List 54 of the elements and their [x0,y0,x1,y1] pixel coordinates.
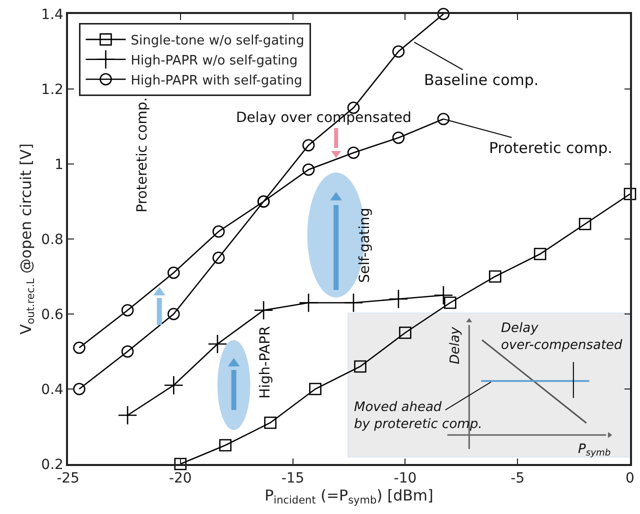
point [121,345,134,358]
point [624,188,636,200]
point [434,286,454,305]
y-tick-label: 0.2 [41,456,64,473]
point [219,439,232,452]
point [444,296,456,309]
legend-label: High-PAPR w/o self-gating [130,53,298,68]
y-tick-label: 1.2 [41,82,64,98]
annotation: Self-gating [356,208,373,283]
point [118,406,138,425]
x-tick-label: -15 [281,470,304,487]
annotation: Proteretic comp. [134,97,150,212]
x-tick-label: 0 [626,470,634,487]
x-tick-label: -5 [510,470,525,487]
point [264,416,276,429]
point [534,248,546,260]
y-tick-label: 1 [54,156,64,173]
point [168,266,180,279]
point [388,289,408,309]
point [488,270,502,283]
y-tick-label: 1.4 [41,6,64,23]
x-tick-label: -10 [394,470,417,487]
point [347,146,360,159]
y-tick-label: 0.6 [41,306,64,323]
y-tick-label: 0.8 [41,232,64,248]
point [73,342,86,354]
annotation: High-PAPR [258,326,274,399]
point [392,132,405,144]
point [302,139,315,152]
point [212,225,225,238]
annotation: Baseline comp. [424,71,539,89]
point [437,8,450,20]
point [164,376,184,395]
point [578,218,592,230]
point [212,252,225,264]
point [344,293,364,312]
point [168,308,180,320]
legend-label: High-PAPR with self-gating [130,73,302,88]
y-tick-label: 0.4 [41,382,64,398]
legend-label: Single-tone w/o self-gating [130,34,304,49]
x-axis-title: P$_{incident}$ (=P$_{symb}$) [dBm] [264,486,434,507]
point [121,304,134,316]
point [309,382,322,396]
point [437,112,450,126]
point [208,334,228,354]
point [392,45,405,58]
x-tick-label: -25 [56,470,80,487]
point [73,382,86,396]
point [298,293,318,312]
x-tick-label: -20 [168,470,192,487]
point [302,163,315,176]
annotation: Proteretic comp. [489,139,612,157]
point [254,300,274,320]
point [174,458,187,470]
